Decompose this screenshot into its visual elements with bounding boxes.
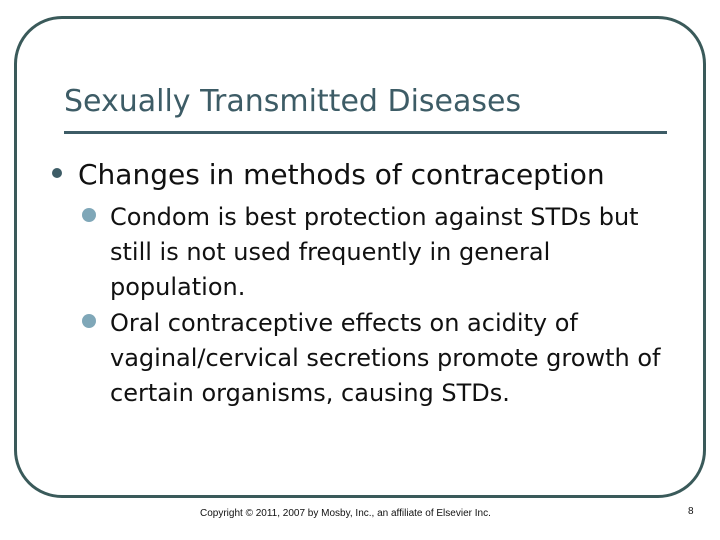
sub-bullet-dot-icon [82,314,96,328]
sub-bullet-text: Oral contraceptive effects on acidity of… [110,309,661,407]
slide-title: Sexually Transmitted Diseases [64,84,522,119]
sub-bullet-text: Condom is best protection against STDs b… [110,203,639,301]
page-number: 8 [688,506,694,517]
main-bullet-text: Changes in methods of contraception [78,158,605,191]
sub-bullet-dot-icon [82,208,96,222]
bullet-dot-icon [52,168,62,178]
sub-bullet-2: Oral contraceptive effects on acidity of… [82,306,678,411]
copyright-footer: Copyright © 2011, 2007 by Mosby, Inc., a… [200,508,491,519]
sub-bullet-1: Condom is best protection against STDs b… [82,200,678,305]
title-rule [64,131,667,134]
slide-frame [14,16,706,498]
